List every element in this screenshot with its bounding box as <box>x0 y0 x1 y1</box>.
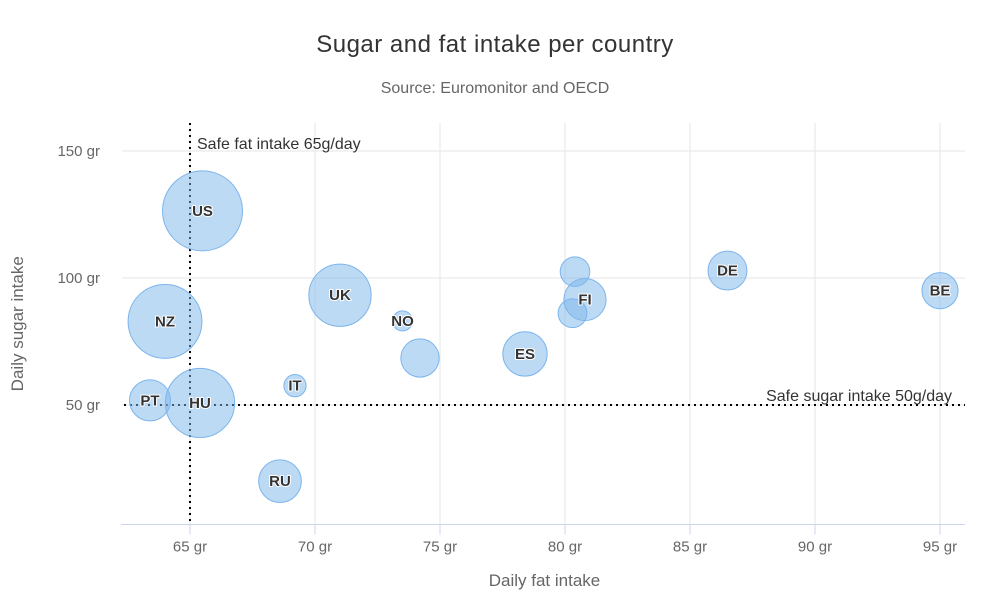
bubble-label-FI: FI <box>578 292 591 309</box>
bubble-label-ES: ES <box>515 346 535 363</box>
bubble-label-PT: PT <box>140 392 159 409</box>
bubble-label-HU: HU <box>189 395 211 412</box>
chart-title: Sugar and fat intake per country <box>316 31 674 58</box>
bubble-FR[interactable] <box>400 338 440 378</box>
x-tick-label-80: 80 gr <box>548 539 582 556</box>
bubble-RU[interactable] <box>258 459 302 504</box>
x-tick-label-65: 65 gr <box>173 539 207 556</box>
bubble-UK[interactable] <box>308 263 372 327</box>
bubble-US[interactable] <box>162 170 243 252</box>
y-axis-title: Daily sugar intake <box>8 256 27 391</box>
x-axis-title: Daily fat intake <box>489 571 601 590</box>
x-tick-label-95: 95 gr <box>923 539 957 556</box>
x-tick-label-85: 85 gr <box>673 539 707 556</box>
bubble-label-IT: IT <box>288 378 301 395</box>
y-tick-label-100: 100 gr <box>57 270 100 287</box>
bubble-label-UK: UK <box>329 287 351 304</box>
bubble-label-DE: DE <box>717 263 738 280</box>
bubble-IT[interactable] <box>283 374 307 398</box>
bubble-ES[interactable] <box>502 331 548 377</box>
bubble-label-NZ: NZ <box>155 313 175 330</box>
bubble-SE[interactable] <box>557 298 588 329</box>
x-tick-label-70: 70 gr <box>298 539 332 556</box>
x-tick-label-90: 90 gr <box>798 539 832 556</box>
bubble-BE[interactable] <box>921 272 959 310</box>
bubble-label-BE: BE <box>930 283 951 300</box>
bubble-NL[interactable] <box>559 256 591 287</box>
bubble-label-NO: NO <box>391 313 414 330</box>
safe-fat-plotline-label: Safe fat intake 65g/day <box>197 136 361 153</box>
bubble-label-RU: RU <box>269 473 291 490</box>
bubble-PT[interactable] <box>129 379 171 422</box>
chart-subtitle: Source: Euromonitor and OECD <box>380 80 610 97</box>
x-tick-label-75: 75 gr <box>423 539 457 556</box>
y-tick-label-150: 150 gr <box>57 143 100 160</box>
bubble-DE[interactable] <box>707 250 748 291</box>
bubble-label-US: US <box>192 203 213 220</box>
bubble-NO[interactable] <box>392 310 413 332</box>
bubble-NZ[interactable] <box>127 283 203 359</box>
y-tick-label-50: 50 gr <box>66 397 100 414</box>
safe-sugar-plotline-label: Safe sugar intake 50g/day <box>766 388 952 405</box>
